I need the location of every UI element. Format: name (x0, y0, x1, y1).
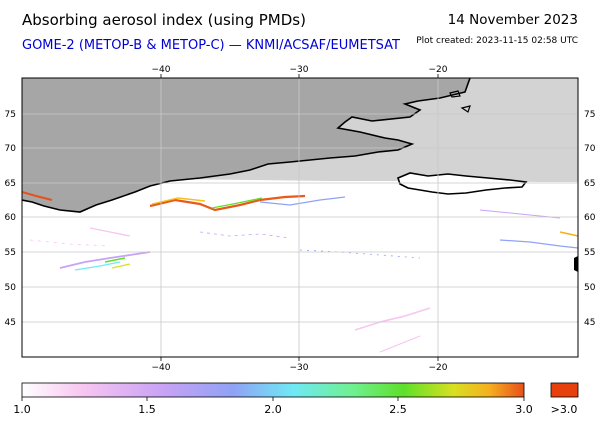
lat-label-left: 45 (5, 318, 16, 328)
island (449, 90, 461, 98)
map-title: Absorbing aerosol index (using PMDs) (22, 11, 306, 29)
lon-label-bottom: −30 (290, 363, 309, 373)
graticule (22, 78, 578, 357)
colorbar-tick-label: 2.0 (264, 403, 282, 416)
aerosol-streaks (22, 191, 578, 353)
greenland-landmass (22, 78, 470, 212)
lat-label-left: 75 (5, 110, 16, 120)
lat-label-left: 65 (5, 179, 16, 189)
coastline (22, 78, 471, 213)
lon-label-bottom: −40 (152, 363, 171, 373)
colorbar-tick-label: 1.5 (138, 403, 156, 416)
lat-label-right: 50 (584, 283, 596, 293)
lat-label-right: 75 (584, 110, 595, 120)
colorbar-over-label: >3.0 (551, 403, 578, 416)
colorbar-over-swatch (550, 382, 579, 398)
island (574, 256, 578, 272)
lat-label-right: 65 (584, 179, 595, 189)
lon-label-bottom: −20 (429, 363, 448, 373)
lat-label-right: 45 (584, 318, 595, 328)
lat-label-left: 55 (5, 248, 16, 258)
lat-label-right: 60 (584, 213, 596, 223)
map-frame (21, 77, 579, 358)
plot-created-stamp: Plot created: 2023-11-15 02:58 UTC (416, 36, 578, 46)
lon-label-top: −20 (429, 65, 448, 75)
lat-label-left: 70 (5, 144, 17, 154)
iceland-coast (397, 172, 528, 195)
colorbar-tick-label: 1.0 (13, 403, 31, 416)
lat-label-left: 60 (5, 213, 17, 223)
colorbar-tick-label: 2.5 (389, 403, 407, 416)
map-date: 14 November 2023 (447, 12, 578, 28)
island (460, 105, 471, 113)
lon-label-top: −30 (290, 65, 309, 75)
colorbar-tick-label: 3.0 (515, 403, 533, 416)
lat-label-right: 70 (584, 144, 596, 154)
map-subtitle: GOME-2 (METOP-B & METOP-C) — KNMI/ACSAF/… (22, 38, 400, 53)
colorbar (21, 382, 525, 398)
lon-label-top: −40 (152, 65, 171, 75)
lat-label-left: 50 (5, 283, 17, 293)
lat-label-right: 55 (584, 248, 595, 258)
